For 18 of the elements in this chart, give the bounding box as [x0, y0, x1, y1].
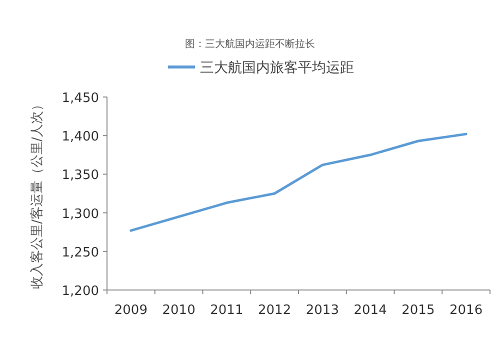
legend-label: 三大航国内旅客平均运距 [200, 60, 354, 76]
x-tick-label: 2015 [402, 303, 435, 318]
y-tick-label: 1,450 [62, 91, 99, 106]
y-tick-label: 1,350 [62, 168, 99, 184]
x-tick-label: 2011 [210, 303, 244, 318]
chart-title: 图：三大航国内运距不断拉长 [185, 38, 315, 50]
x-tick-label: 2012 [258, 303, 292, 318]
x-tick-label: 2009 [114, 303, 148, 318]
y-tick-label: 1,300 [62, 206, 99, 222]
y-tick-label: 1,250 [62, 245, 99, 260]
x-tick-label: 2014 [354, 303, 387, 318]
y-tick-label: 1,200 [62, 284, 99, 299]
x-tick-label: 2016 [450, 303, 483, 318]
y-axis-title: 收入客公里/客运量（公里/人次） [29, 98, 45, 289]
y-tick-label: 1,400 [62, 130, 99, 145]
line-series [130, 132, 468, 232]
x-tick-label: 2010 [162, 303, 196, 318]
x-tick-label: 2013 [306, 303, 339, 318]
